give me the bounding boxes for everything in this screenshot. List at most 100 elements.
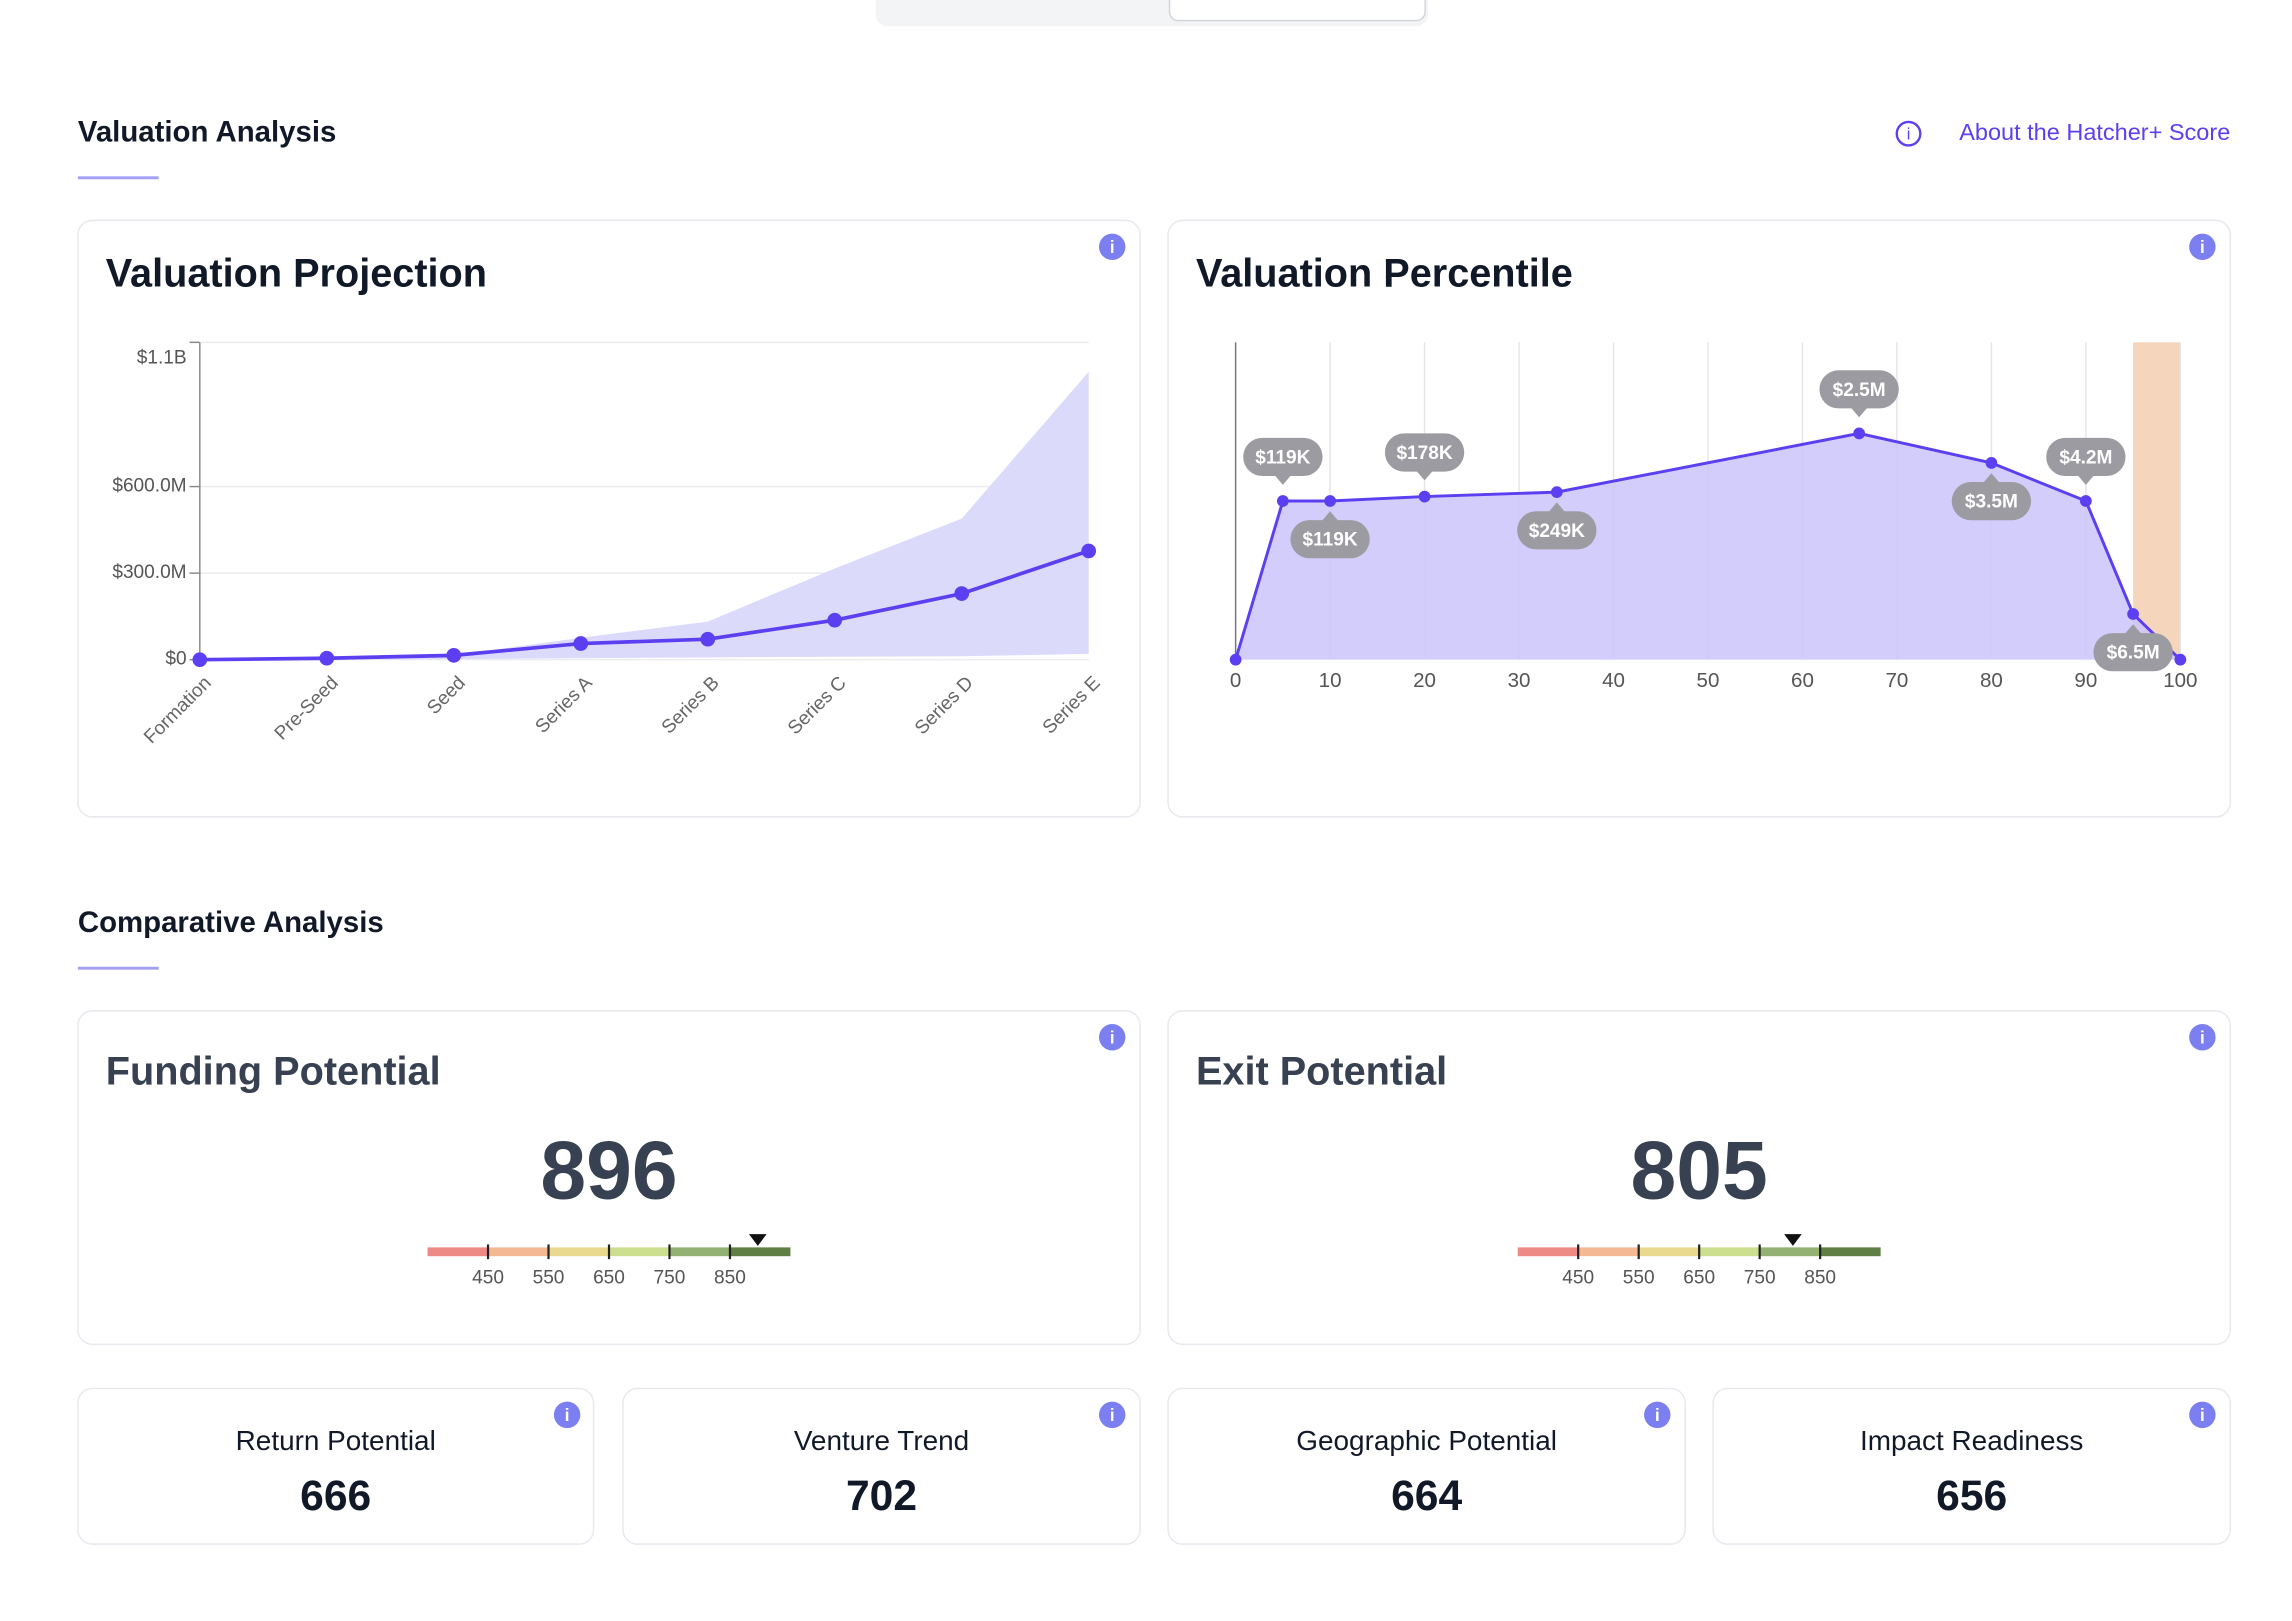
about-link[interactable]: About the Hatcher+ Score bbox=[1959, 119, 2230, 145]
info-icon-glyph: i bbox=[1110, 1027, 1115, 1047]
x-tick-label: 100 bbox=[2163, 669, 2197, 692]
card bbox=[1167, 1010, 2232, 1346]
x-tick-label: 0 bbox=[1230, 669, 1241, 692]
metric-value: 702 bbox=[846, 1472, 917, 1520]
point bbox=[1276, 495, 1289, 507]
metric-value: 656 bbox=[1936, 1472, 2007, 1520]
card bbox=[622, 1387, 1141, 1545]
y-tick-label: $0 bbox=[165, 649, 186, 670]
gauge-segment bbox=[1820, 1247, 1881, 1257]
gauge-segment bbox=[1759, 1247, 1821, 1257]
point bbox=[700, 631, 716, 647]
label-pointer bbox=[1548, 502, 1566, 513]
label-box bbox=[1290, 520, 1370, 559]
info-icon-glyph: i bbox=[1110, 237, 1115, 257]
gauge-tick-label: 850 bbox=[714, 1267, 746, 1288]
x-tick-label: 30 bbox=[1508, 669, 1531, 692]
label-box bbox=[1951, 482, 2032, 521]
point bbox=[2127, 608, 2139, 620]
gauge-title: Funding Potential bbox=[106, 1049, 441, 1093]
card bbox=[77, 1010, 1141, 1346]
line bbox=[1234, 431, 2182, 661]
metric-title: Return Potential bbox=[236, 1425, 436, 1456]
card-title: Valuation Projection bbox=[106, 252, 487, 296]
info-icon-glyph: i bbox=[565, 1405, 570, 1425]
info-icon[interactable] bbox=[1098, 1401, 1126, 1429]
gauge-marker bbox=[1784, 1234, 1802, 1246]
point bbox=[827, 612, 843, 628]
label-pointer bbox=[1850, 406, 1868, 418]
point-label: $4.2M bbox=[2059, 447, 2112, 468]
info-icon-glyph: i bbox=[1110, 1405, 1115, 1425]
gauge-segment bbox=[1638, 1247, 1700, 1257]
area bbox=[1235, 433, 2181, 660]
y-tick-label: $300.0M bbox=[112, 562, 186, 583]
point bbox=[2079, 495, 2092, 507]
gauge-tick-label: 750 bbox=[1744, 1267, 1776, 1288]
card bbox=[77, 1387, 595, 1545]
label-box bbox=[1243, 437, 1323, 477]
point bbox=[2174, 653, 2187, 666]
gauge-segment bbox=[729, 1247, 791, 1257]
info-icon[interactable] bbox=[1098, 233, 1126, 261]
point bbox=[1550, 486, 1563, 498]
info-icon[interactable] bbox=[1644, 1401, 1671, 1429]
label-pointer bbox=[1274, 474, 1292, 485]
gauge-marker bbox=[748, 1234, 767, 1246]
info-icon[interactable] bbox=[2189, 1401, 2216, 1429]
label-box bbox=[1384, 433, 1465, 472]
x-tick-label: 40 bbox=[1602, 669, 1625, 692]
x-tick-label: 60 bbox=[1791, 669, 1814, 692]
point bbox=[954, 586, 970, 601]
gauge-tick-label: 450 bbox=[1562, 1267, 1594, 1288]
x-tick-label: 50 bbox=[1697, 669, 1720, 692]
card bbox=[1167, 1387, 1686, 1545]
info-icon[interactable] bbox=[1098, 1024, 1126, 1051]
x-tick-label: 20 bbox=[1413, 669, 1436, 692]
gauge-segment bbox=[488, 1247, 549, 1257]
point-label: $249K bbox=[1529, 521, 1585, 542]
point-label: $3.5M bbox=[1965, 492, 2018, 513]
info-icon[interactable] bbox=[2189, 233, 2216, 261]
label-box bbox=[1517, 511, 1597, 550]
info-icon[interactable] bbox=[1895, 120, 1922, 147]
info-icon[interactable] bbox=[553, 1401, 581, 1429]
label-pointer bbox=[2124, 624, 2142, 635]
tab-button[interactable] bbox=[1168, 0, 1426, 22]
section-title: Valuation Analysis bbox=[78, 115, 336, 148]
point-label: $6.5M bbox=[2107, 643, 2160, 664]
gauge-tick-label: 550 bbox=[533, 1267, 565, 1288]
gauge-title: Exit Potential bbox=[1196, 1049, 1447, 1093]
x-tick-label: 90 bbox=[2074, 669, 2097, 692]
card-title: Valuation Percentile bbox=[1196, 252, 1573, 296]
label-box bbox=[2093, 633, 2173, 672]
gauge-segment bbox=[1517, 1247, 1579, 1257]
y-tick-label: $600.0M bbox=[112, 476, 186, 497]
y-tick-label: $1.1B bbox=[137, 348, 187, 369]
gauge-score: 805 bbox=[1631, 1126, 1768, 1217]
gauge-tick-label: 650 bbox=[1683, 1267, 1715, 1288]
info-icon[interactable] bbox=[2189, 1024, 2216, 1051]
metric-title: Impact Readiness bbox=[1860, 1425, 2083, 1456]
metric-title: Geographic Potential bbox=[1296, 1425, 1557, 1456]
point bbox=[1418, 490, 1431, 503]
gauge-score: 896 bbox=[540, 1126, 677, 1217]
point bbox=[1985, 457, 1998, 469]
x-tick-label: 80 bbox=[1980, 669, 2003, 692]
label-pointer bbox=[1982, 473, 2001, 484]
info-icon-glyph: i bbox=[2200, 237, 2205, 257]
point bbox=[573, 636, 589, 651]
x-tick-label: 10 bbox=[1319, 669, 1342, 692]
label-box bbox=[2046, 437, 2126, 477]
card bbox=[77, 219, 1141, 818]
point-label: $119K bbox=[1255, 447, 1310, 468]
gauge-segment bbox=[1699, 1247, 1760, 1257]
section-underline bbox=[77, 176, 159, 180]
range-band bbox=[199, 371, 1089, 660]
info-icon-glyph: i bbox=[2200, 1405, 2205, 1425]
x-tick-label: 70 bbox=[1885, 669, 1908, 692]
card bbox=[1712, 1387, 2232, 1545]
point bbox=[1229, 653, 1242, 666]
